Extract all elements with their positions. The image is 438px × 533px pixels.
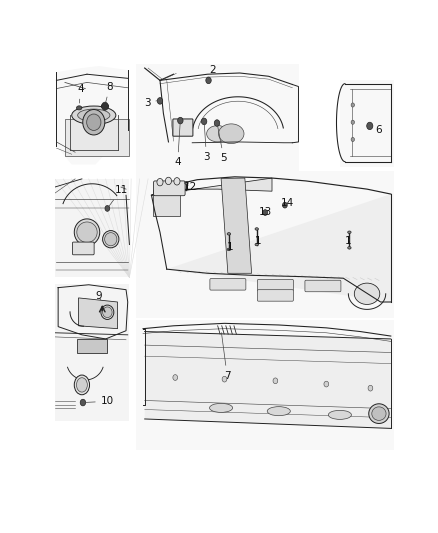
Ellipse shape [328, 410, 351, 419]
Text: 4: 4 [77, 84, 84, 103]
Ellipse shape [101, 305, 114, 319]
Ellipse shape [227, 232, 230, 235]
Circle shape [324, 381, 328, 387]
Text: 13: 13 [258, 207, 272, 217]
Ellipse shape [267, 407, 290, 416]
Ellipse shape [101, 104, 109, 109]
Text: 2: 2 [208, 65, 216, 78]
FancyBboxPatch shape [173, 119, 193, 136]
FancyBboxPatch shape [154, 181, 185, 196]
FancyBboxPatch shape [210, 279, 246, 290]
Circle shape [222, 376, 227, 382]
Polygon shape [55, 284, 130, 421]
Text: 3: 3 [144, 98, 157, 108]
Circle shape [283, 202, 287, 208]
Ellipse shape [369, 404, 389, 424]
Text: 1: 1 [254, 236, 261, 246]
Ellipse shape [255, 243, 258, 246]
Ellipse shape [77, 222, 97, 243]
Text: 1: 1 [227, 243, 234, 253]
Text: 6: 6 [373, 125, 382, 135]
Ellipse shape [354, 283, 380, 304]
Ellipse shape [209, 403, 233, 413]
Circle shape [367, 122, 373, 130]
Polygon shape [221, 178, 251, 273]
Polygon shape [136, 64, 299, 179]
Circle shape [201, 118, 207, 125]
FancyBboxPatch shape [258, 279, 293, 291]
Circle shape [351, 138, 354, 142]
Text: 8: 8 [106, 82, 113, 102]
Ellipse shape [255, 228, 258, 230]
Circle shape [273, 378, 278, 384]
Ellipse shape [72, 106, 116, 125]
Ellipse shape [74, 219, 100, 246]
Circle shape [368, 385, 373, 391]
Text: 3: 3 [203, 124, 210, 162]
Circle shape [178, 117, 183, 124]
Text: 1: 1 [345, 236, 352, 246]
Ellipse shape [105, 232, 117, 246]
Ellipse shape [77, 106, 82, 110]
Polygon shape [167, 194, 391, 302]
Ellipse shape [83, 109, 105, 135]
Polygon shape [78, 298, 117, 329]
Ellipse shape [348, 247, 351, 249]
Circle shape [206, 77, 211, 84]
Ellipse shape [207, 126, 229, 142]
Ellipse shape [74, 375, 89, 395]
Ellipse shape [227, 248, 230, 251]
Text: 14: 14 [281, 198, 294, 208]
FancyBboxPatch shape [72, 242, 94, 255]
Ellipse shape [102, 231, 119, 248]
Polygon shape [153, 190, 180, 216]
Ellipse shape [348, 231, 351, 233]
Circle shape [166, 177, 172, 184]
Text: 5: 5 [218, 125, 227, 163]
Ellipse shape [372, 407, 386, 421]
FancyBboxPatch shape [258, 290, 293, 301]
Ellipse shape [185, 182, 188, 184]
Polygon shape [152, 178, 272, 195]
Circle shape [214, 120, 220, 126]
Ellipse shape [219, 124, 244, 143]
Circle shape [174, 177, 180, 185]
Circle shape [80, 399, 86, 406]
Text: 4: 4 [174, 123, 181, 167]
Text: 12: 12 [184, 182, 197, 192]
Circle shape [263, 209, 268, 215]
Polygon shape [145, 332, 391, 429]
Circle shape [157, 98, 162, 104]
Polygon shape [65, 119, 130, 156]
Polygon shape [340, 80, 394, 166]
Circle shape [173, 375, 178, 381]
Ellipse shape [78, 109, 110, 122]
Polygon shape [55, 179, 130, 277]
Circle shape [105, 206, 110, 211]
Text: 11: 11 [109, 185, 127, 206]
Ellipse shape [87, 114, 101, 131]
Text: 7: 7 [222, 333, 230, 381]
Text: 10: 10 [86, 397, 114, 406]
Circle shape [157, 179, 163, 186]
Circle shape [351, 120, 354, 124]
Polygon shape [136, 320, 394, 450]
Polygon shape [57, 66, 128, 165]
Text: 9: 9 [95, 291, 102, 301]
Ellipse shape [102, 307, 112, 318]
FancyBboxPatch shape [305, 280, 341, 292]
Circle shape [102, 102, 108, 110]
Polygon shape [77, 339, 107, 353]
Ellipse shape [77, 378, 87, 392]
Polygon shape [136, 171, 394, 318]
Circle shape [351, 103, 354, 107]
